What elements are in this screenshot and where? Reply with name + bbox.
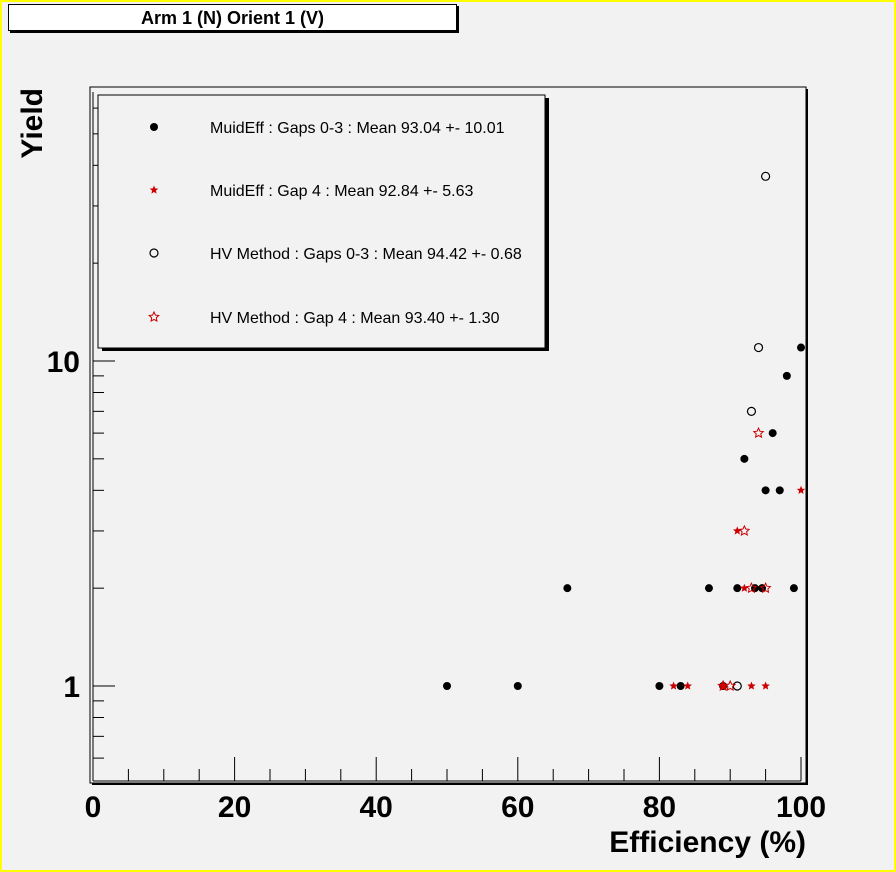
legend-entry-label: HV Method : Gap 4 : Mean 93.40 +- 1.30 (210, 310, 500, 327)
x-tick-label: 100 (776, 791, 826, 824)
data-point-series-1 (740, 454, 749, 463)
data-point-series-1 (797, 343, 805, 352)
data-point-series-4 (752, 426, 765, 439)
data-point-series-3 (760, 171, 771, 181)
data-point-series-1 (789, 584, 798, 593)
x-tick-label: 40 (360, 791, 393, 824)
data-point-series-2 (761, 681, 770, 690)
axes: 0 20 40 60 80 100 1 10 (47, 92, 826, 824)
legend: MuidEff : Gaps 0-3 : Mean 93.04 +- 10.01… (97, 94, 549, 351)
data-point-series-3 (746, 406, 757, 416)
data-point-series-1 (775, 486, 784, 495)
legend-marker-1 (150, 123, 158, 131)
data-point-series-2 (669, 681, 678, 690)
y-tick-label: 1 (63, 671, 80, 704)
data-point-series-4 (759, 582, 772, 594)
y-tick-label: 10 (47, 346, 80, 379)
data-point-series-1 (676, 682, 685, 690)
x-tick-label: 20 (218, 791, 251, 824)
data-point-series-1 (513, 682, 522, 690)
legend-entry-label: MuidEff : Gaps 0-3 : Mean 93.04 +- 10.01 (210, 120, 505, 137)
x-tick-label: 80 (643, 791, 676, 824)
data-point-series-1 (704, 584, 713, 593)
legend-marker-4 (148, 310, 160, 322)
x-tick-label: 0 (85, 791, 102, 824)
data-point-series-2 (683, 681, 692, 690)
data-point-series-2 (747, 681, 756, 690)
x-axis-label: Efficiency (%) (609, 826, 806, 859)
data-point-series-1 (563, 584, 572, 593)
data-point-series-3 (753, 342, 764, 353)
data-points (443, 171, 806, 691)
data-point-series-4 (724, 679, 737, 691)
x-tick-label: 60 (501, 791, 534, 824)
data-point-series-2 (733, 526, 742, 535)
data-point-series-4 (745, 582, 758, 594)
legend-entry-label: MuidEff : Gap 4 : Mean 92.84 +- 5.63 (210, 183, 474, 200)
legend-marker-3 (149, 248, 159, 258)
y-axis-label: Yield (16, 88, 49, 159)
chart-title: Arm 1 (N) Orient 1 (V) (8, 4, 457, 31)
data-point-series-2 (796, 485, 806, 494)
data-point-series-4 (738, 524, 751, 537)
data-point-series-1 (782, 371, 791, 380)
legend-box (97, 94, 546, 349)
legend-marker-2 (149, 185, 159, 194)
data-point-series-1 (761, 486, 770, 495)
data-point-series-1 (443, 682, 451, 690)
data-point-series-2 (740, 583, 749, 592)
legend-entry-label: HV Method : Gaps 0-3 : Mean 94.42 +- 0.6… (210, 246, 522, 263)
data-point-series-1 (733, 584, 742, 593)
data-point-series-1 (768, 429, 777, 438)
data-point-series-1 (655, 682, 664, 690)
